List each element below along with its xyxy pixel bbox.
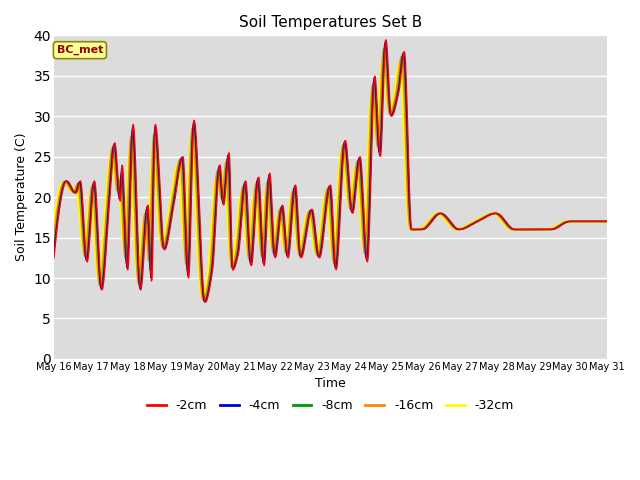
-8cm <box>604 218 611 224</box>
-16cm <box>604 218 611 224</box>
-32cm <box>431 212 439 217</box>
Title: Soil Temperatures Set B: Soil Temperatures Set B <box>239 15 422 30</box>
-2cm <box>107 187 115 193</box>
-2cm <box>275 236 282 242</box>
-2cm <box>50 255 58 261</box>
-32cm <box>107 153 115 159</box>
-8cm <box>381 42 389 48</box>
-2cm <box>294 216 302 222</box>
-4cm <box>604 218 611 224</box>
Line: -2cm: -2cm <box>54 40 607 302</box>
-8cm <box>201 299 209 304</box>
Text: BC_met: BC_met <box>57 45 103 55</box>
-32cm <box>50 224 58 229</box>
-4cm <box>50 249 58 255</box>
-32cm <box>379 57 387 63</box>
-32cm <box>275 212 282 218</box>
-8cm <box>50 244 58 250</box>
-16cm <box>483 213 490 218</box>
-4cm <box>294 227 302 232</box>
-32cm <box>199 295 207 300</box>
Line: -4cm: -4cm <box>54 42 607 302</box>
-4cm <box>107 179 115 184</box>
-8cm <box>493 211 500 216</box>
-4cm <box>431 214 439 220</box>
-8cm <box>431 214 439 219</box>
Line: -32cm: -32cm <box>54 60 607 298</box>
-32cm <box>483 212 490 218</box>
-4cm <box>275 230 282 236</box>
-2cm <box>431 215 439 220</box>
-4cm <box>483 214 490 219</box>
-8cm <box>275 225 282 230</box>
-8cm <box>294 236 302 241</box>
-32cm <box>294 247 302 253</box>
-2cm <box>202 300 209 305</box>
-4cm <box>493 211 500 216</box>
-32cm <box>493 212 500 218</box>
-2cm <box>604 218 611 224</box>
-16cm <box>200 298 207 303</box>
Line: -16cm: -16cm <box>54 49 607 300</box>
-4cm <box>382 39 390 45</box>
Line: -8cm: -8cm <box>54 45 607 301</box>
-16cm <box>431 213 439 218</box>
-2cm <box>382 37 390 43</box>
-4cm <box>202 299 209 305</box>
-32cm <box>604 218 611 224</box>
-8cm <box>107 171 115 177</box>
-16cm <box>275 215 282 220</box>
-16cm <box>380 46 388 52</box>
X-axis label: Time: Time <box>315 377 346 390</box>
-16cm <box>493 211 500 217</box>
-16cm <box>50 233 58 239</box>
-16cm <box>294 246 302 252</box>
-16cm <box>107 157 115 163</box>
-2cm <box>493 210 500 216</box>
-8cm <box>483 213 490 219</box>
Legend: -2cm, -4cm, -8cm, -16cm, -32cm: -2cm, -4cm, -8cm, -16cm, -32cm <box>142 395 519 418</box>
Y-axis label: Soil Temperature (C): Soil Temperature (C) <box>15 133 28 262</box>
-2cm <box>483 214 490 220</box>
